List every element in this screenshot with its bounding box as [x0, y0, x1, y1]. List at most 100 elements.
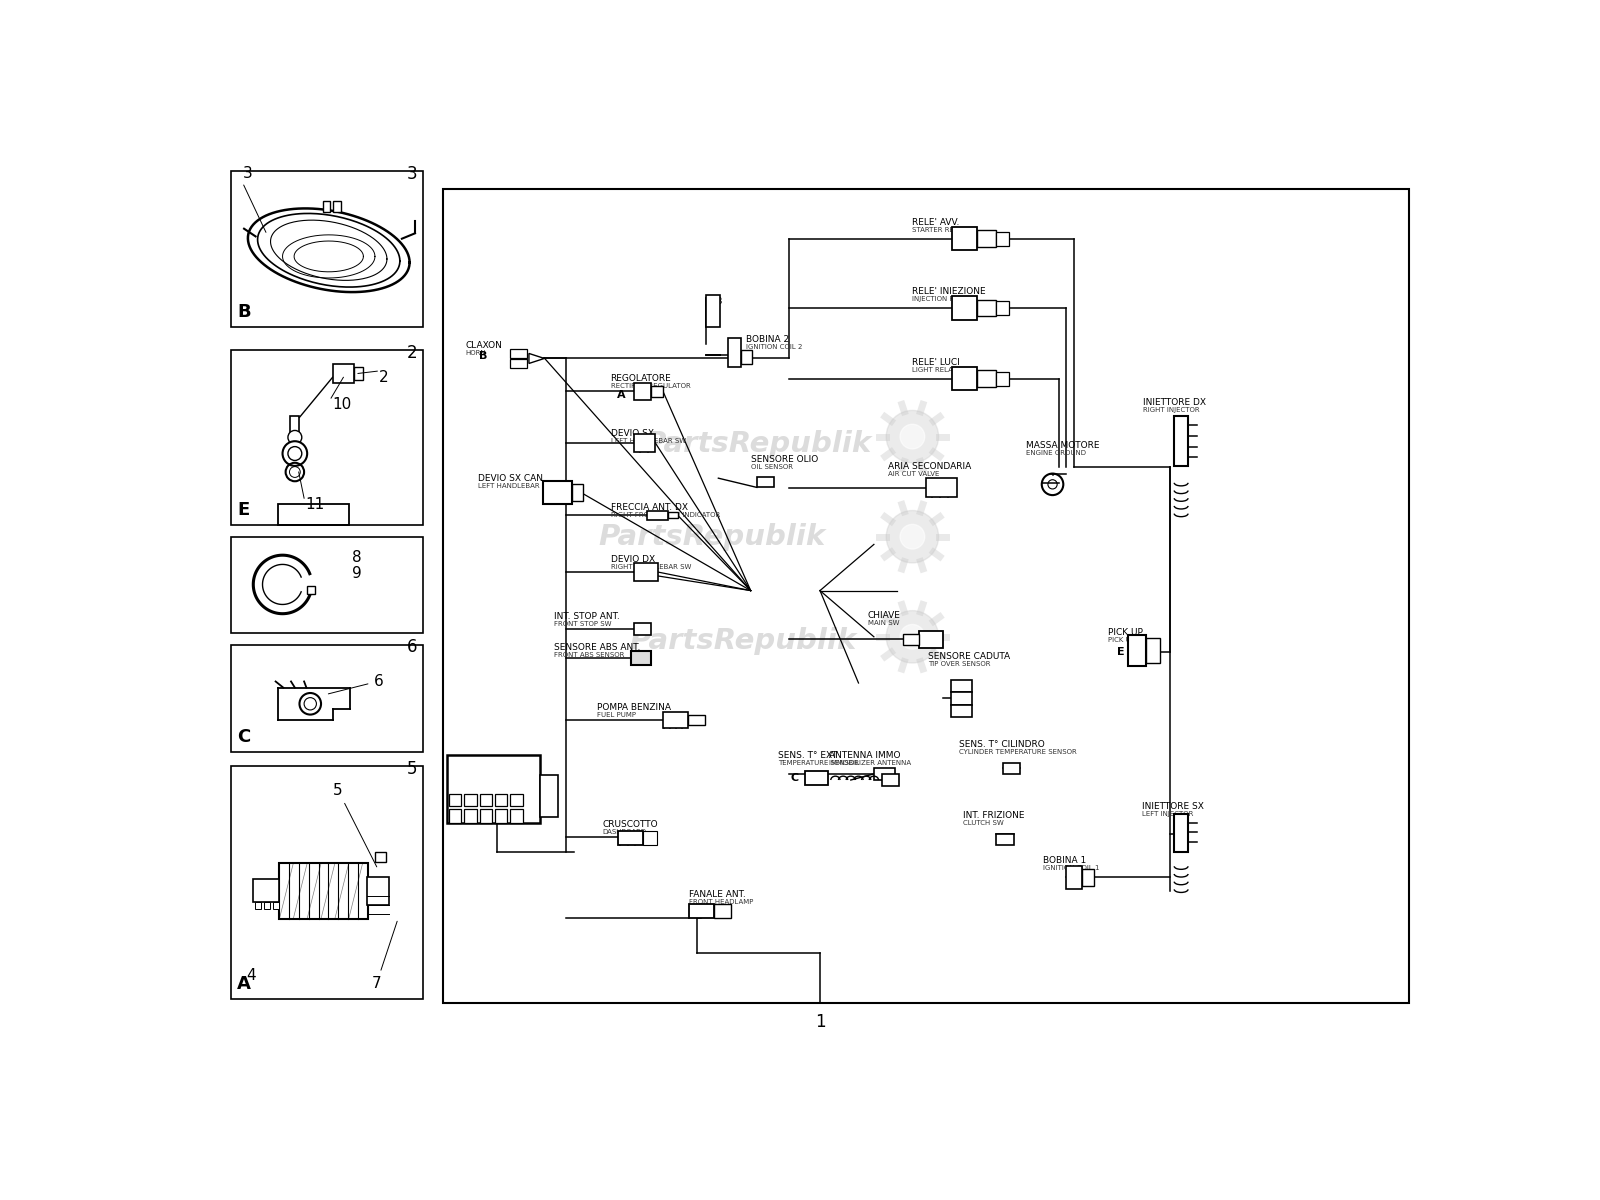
- Circle shape: [886, 611, 939, 662]
- Text: LEFT HANDLEBAR SW: LEFT HANDLEBAR SW: [611, 438, 686, 444]
- Bar: [464, 794, 477, 806]
- Bar: [510, 349, 528, 358]
- Text: DEVIO SX CAN: DEVIO SX CAN: [478, 474, 542, 482]
- Text: FANALE ANT.: FANALE ANT.: [690, 889, 746, 899]
- Bar: [634, 563, 658, 581]
- Bar: [646, 510, 669, 520]
- Polygon shape: [530, 354, 544, 364]
- Text: RELE' AVV.: RELE' AVV.: [912, 218, 960, 227]
- Bar: [290, 416, 299, 433]
- Text: FRECCIA ANT. DX: FRECCIA ANT. DX: [611, 503, 688, 512]
- Bar: [874, 768, 896, 780]
- Text: SENSORE CADUTA: SENSORE CADUTA: [928, 653, 1010, 661]
- Bar: [882, 774, 899, 786]
- Bar: [307, 586, 315, 594]
- Bar: [1082, 869, 1094, 887]
- Bar: [573, 485, 582, 502]
- Text: 1: 1: [814, 1013, 826, 1031]
- Text: ECU ABS: ECU ABS: [451, 768, 482, 774]
- Bar: [450, 809, 461, 823]
- Bar: [918, 631, 944, 648]
- Bar: [757, 476, 774, 487]
- Text: E: E: [237, 500, 250, 518]
- Bar: [464, 809, 477, 823]
- Text: POMPA BENZINA: POMPA BENZINA: [597, 703, 670, 713]
- Text: RELE' LUCI: RELE' LUCI: [912, 359, 960, 367]
- Bar: [952, 367, 978, 390]
- Bar: [995, 834, 1014, 845]
- Text: 4: 4: [246, 968, 256, 983]
- Text: 2: 2: [379, 370, 389, 385]
- Bar: [669, 512, 677, 518]
- Bar: [1128, 635, 1147, 666]
- Text: RIGHT HANDLEBAR SW: RIGHT HANDLEBAR SW: [611, 564, 691, 570]
- Bar: [728, 338, 741, 367]
- Bar: [706, 295, 720, 328]
- Bar: [510, 809, 523, 823]
- Bar: [254, 902, 261, 908]
- Text: 7: 7: [371, 922, 397, 991]
- Circle shape: [886, 510, 939, 563]
- Text: FUEL PUMP: FUEL PUMP: [597, 713, 635, 719]
- Bar: [443, 188, 1410, 1002]
- Text: PICK UP: PICK UP: [1107, 628, 1142, 637]
- Text: USB: USB: [704, 296, 723, 306]
- Bar: [280, 863, 368, 919]
- Circle shape: [288, 446, 302, 461]
- Bar: [634, 433, 656, 452]
- Text: OIL SENSOR: OIL SENSOR: [750, 463, 792, 469]
- Bar: [995, 232, 1010, 246]
- Text: INT. STOP ANT.: INT. STOP ANT.: [554, 612, 621, 622]
- Text: 10: 10: [333, 396, 352, 412]
- Text: RECTIFIER REGULATOR: RECTIFIER REGULATOR: [611, 383, 690, 389]
- Text: CLUTCH SW: CLUTCH SW: [963, 820, 1003, 826]
- Bar: [1174, 814, 1189, 852]
- Bar: [690, 904, 714, 918]
- Text: LEFT INJECTOR: LEFT INJECTOR: [1142, 811, 1194, 817]
- Text: 5: 5: [406, 760, 418, 778]
- Text: RIGHT FRONT TURN INDICATOR: RIGHT FRONT TURN INDICATOR: [611, 512, 720, 518]
- Bar: [333, 200, 341, 211]
- Text: FRONT HEADLAMP: FRONT HEADLAMP: [690, 899, 754, 905]
- Bar: [741, 350, 752, 365]
- Bar: [926, 478, 957, 497]
- Bar: [643, 830, 656, 845]
- Circle shape: [283, 442, 307, 466]
- Text: LIGHT RELAY: LIGHT RELAY: [912, 367, 957, 373]
- Bar: [510, 794, 523, 806]
- Text: SENSORE OLIO: SENSORE OLIO: [750, 455, 818, 463]
- Text: RIGHT INJECTOR: RIGHT INJECTOR: [1144, 407, 1200, 413]
- Bar: [651, 385, 662, 396]
- Text: LEFT HANDLEBAR SW CAN: LEFT HANDLEBAR SW CAN: [478, 482, 570, 488]
- Bar: [354, 367, 363, 379]
- Text: SENSORE ABS ANT.: SENSORE ABS ANT.: [554, 643, 640, 653]
- Text: FRONT ABS SENSOR: FRONT ABS SENSOR: [554, 653, 624, 658]
- Bar: [950, 692, 973, 704]
- Text: 3: 3: [243, 166, 253, 181]
- Bar: [978, 230, 995, 247]
- Bar: [805, 770, 827, 785]
- Bar: [510, 359, 528, 368]
- Text: CLAXON: CLAXON: [466, 341, 502, 350]
- Text: B: B: [478, 350, 488, 361]
- Text: PartsRepublik: PartsRepublik: [645, 431, 872, 458]
- Bar: [494, 794, 507, 806]
- Text: DEVIO SX: DEVIO SX: [611, 430, 653, 438]
- Bar: [952, 227, 978, 251]
- Bar: [450, 794, 461, 806]
- Text: 3: 3: [406, 164, 418, 182]
- Bar: [542, 481, 573, 504]
- Text: 9: 9: [352, 566, 362, 581]
- Text: RELE' INIEZIONE: RELE' INIEZIONE: [912, 288, 986, 296]
- Bar: [902, 634, 918, 644]
- Bar: [995, 301, 1010, 314]
- Text: 2: 2: [406, 344, 418, 362]
- Text: INT. FRIZIONE: INT. FRIZIONE: [963, 811, 1024, 820]
- Text: SENS. T° EXT: SENS. T° EXT: [778, 751, 837, 760]
- Circle shape: [901, 624, 925, 649]
- Bar: [274, 902, 280, 908]
- Text: AIR CUT VALVE: AIR CUT VALVE: [888, 472, 939, 478]
- Text: IMMOBILIZER ANTENNA: IMMOBILIZER ANTENNA: [829, 760, 912, 766]
- Text: BOBINA 2: BOBINA 2: [746, 335, 789, 344]
- Text: CYLINDER TEMPERATURE SENSOR: CYLINDER TEMPERATURE SENSOR: [958, 749, 1077, 755]
